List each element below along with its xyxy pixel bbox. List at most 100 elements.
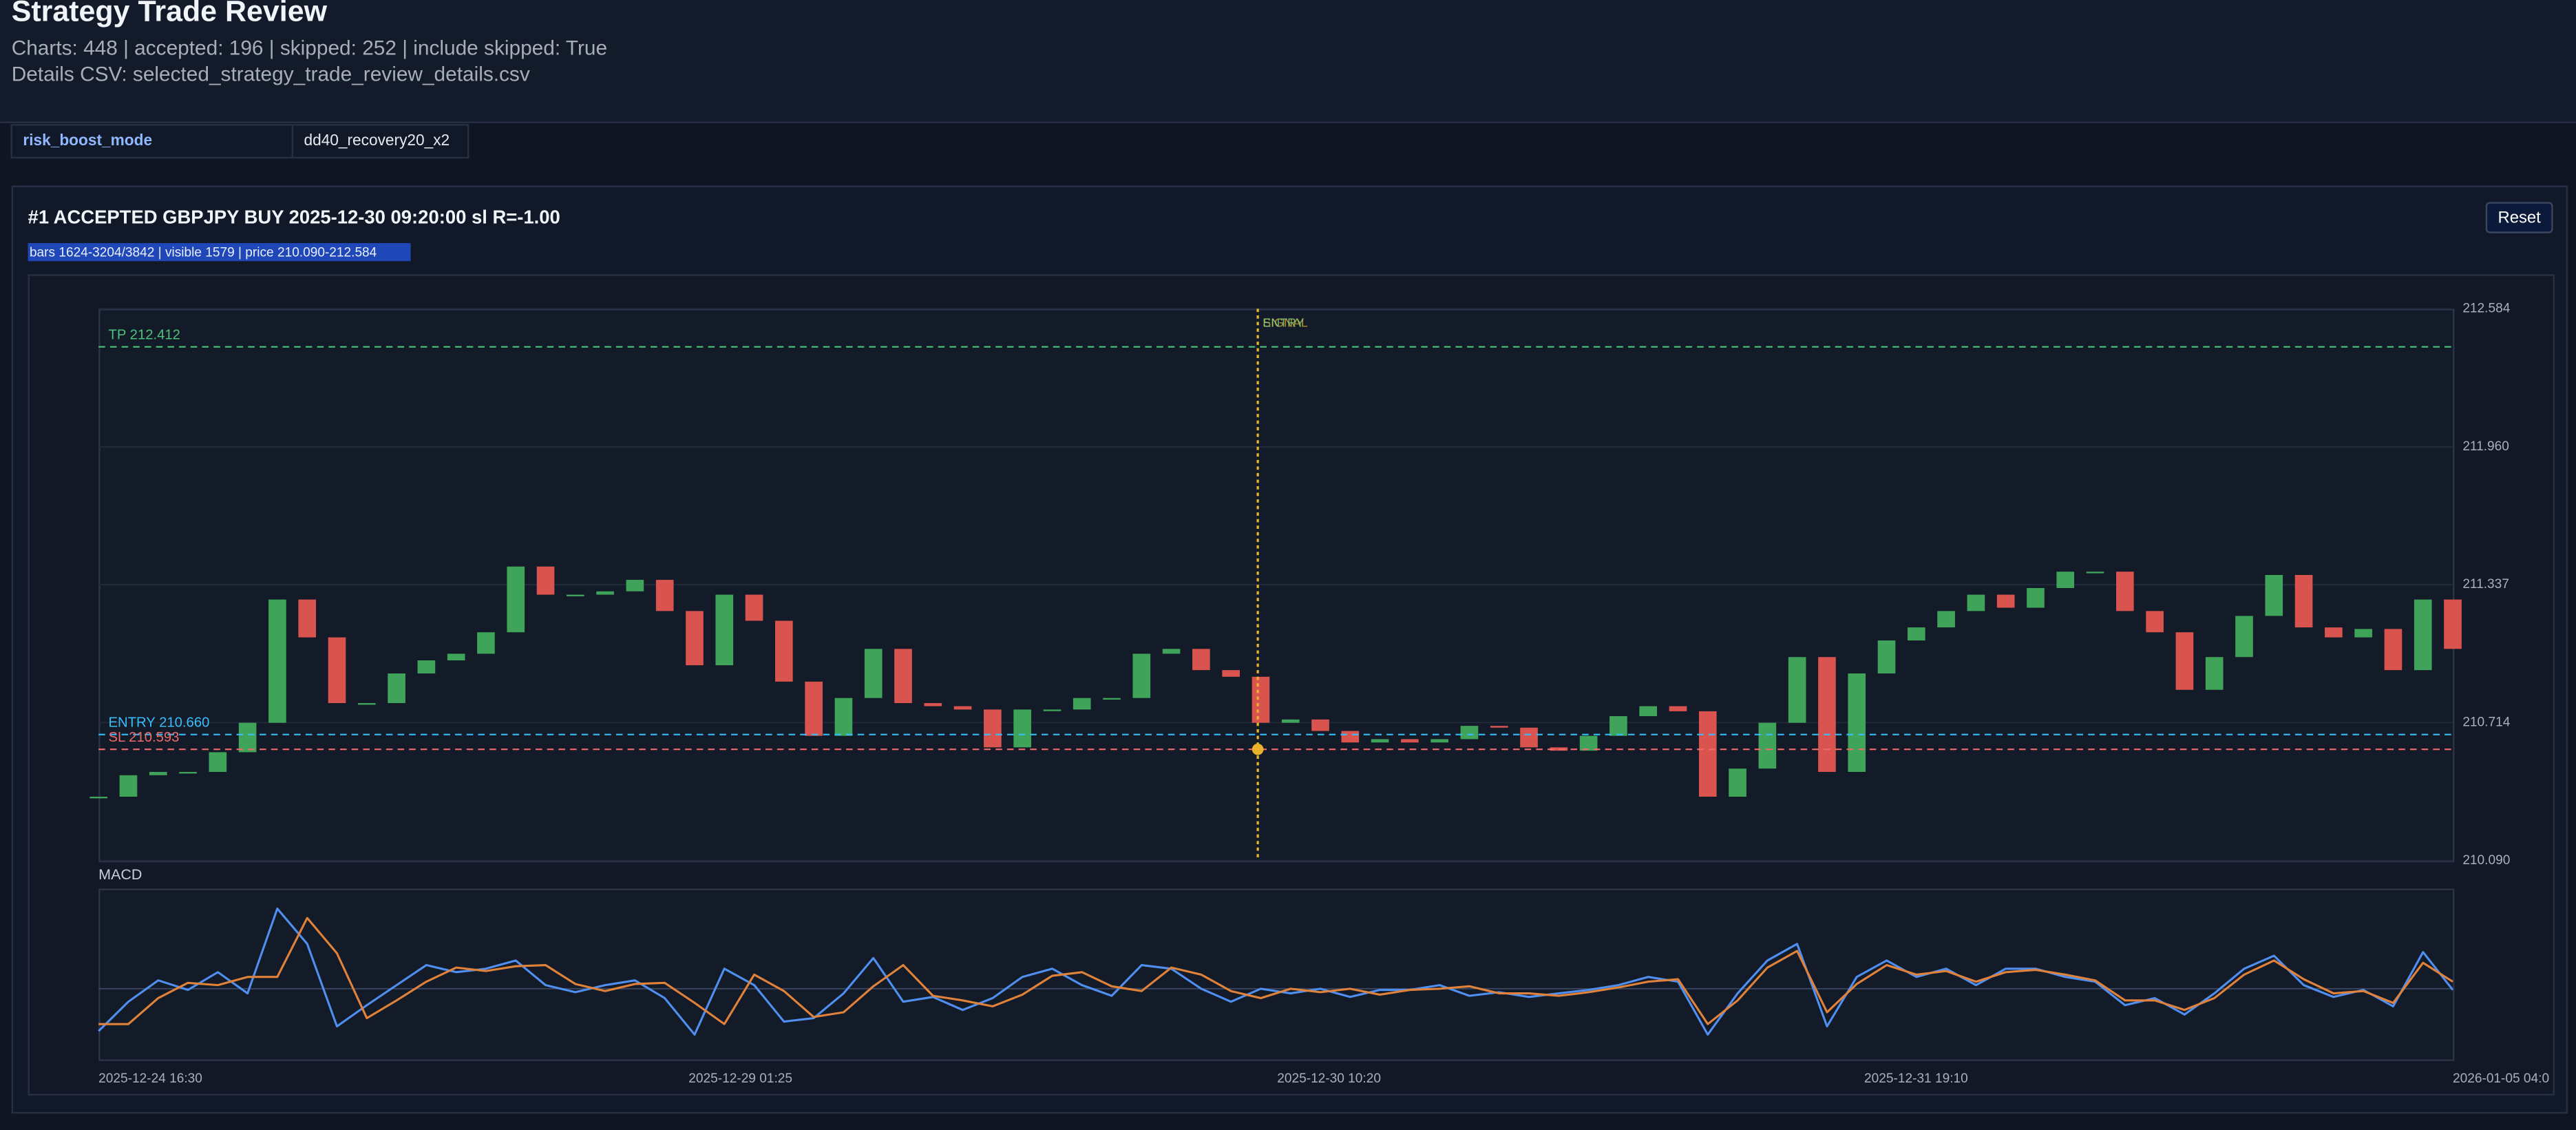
candle <box>686 611 704 666</box>
candle <box>834 698 853 736</box>
reset-button-label[interactable]: Reset <box>2498 209 2542 227</box>
info-line: bars 1624-3204/3842 | visible 1579 | pri… <box>30 245 377 260</box>
level-label: SL 210.593 <box>109 730 180 745</box>
price-plot <box>98 308 2455 863</box>
x-tick-label: 2025-12-31 19:10 <box>1864 1071 1968 1086</box>
candle <box>1609 715 1627 736</box>
candle <box>1103 698 1121 700</box>
candle <box>2325 627 2343 638</box>
candle <box>924 703 942 707</box>
candle <box>1401 739 1419 743</box>
candle <box>805 681 823 736</box>
candle <box>1788 657 1806 723</box>
candle <box>179 771 197 774</box>
chart-layer: 210.090 210.714 211.337 211.960 212.584 TP 21… <box>89 301 2549 1086</box>
candle <box>536 566 555 595</box>
candle <box>2027 587 2045 608</box>
candle <box>507 566 525 633</box>
y-tick-label: 210.714 <box>2462 715 2510 729</box>
x-tick-label: 2025-12-29 01:25 <box>688 1071 792 1086</box>
param-key: risk_boost_mode <box>23 131 152 149</box>
candle <box>1877 640 1896 673</box>
signal-marker-label: ENTRY <box>1263 316 1304 330</box>
candle <box>1222 670 1240 677</box>
candle <box>2444 599 2462 649</box>
candle <box>1132 653 1151 698</box>
candle <box>1698 711 1717 797</box>
candle <box>328 637 346 704</box>
candle <box>1907 627 1925 641</box>
candle <box>596 591 614 595</box>
candle <box>2294 574 2313 628</box>
reset-button-bg[interactable] <box>2485 202 2553 233</box>
candle <box>447 653 465 661</box>
candle <box>1252 676 1270 723</box>
candle <box>357 703 376 705</box>
candle <box>89 796 108 799</box>
y-tick-label: 211.337 <box>2462 577 2509 592</box>
candle <box>1073 698 1091 710</box>
macd-title: MACD <box>98 866 142 883</box>
candle <box>238 722 257 753</box>
candle <box>2235 616 2253 658</box>
candle <box>209 752 227 772</box>
candle <box>1192 649 1210 671</box>
macd-line <box>98 907 2454 1036</box>
y-tick-label: 211.960 <box>2462 439 2509 454</box>
signal-marker-label: SIGNAL <box>1263 316 1308 330</box>
candle <box>388 673 405 704</box>
candle <box>1758 722 1777 769</box>
candle <box>1281 719 1300 723</box>
candle <box>2146 611 2164 633</box>
candle <box>149 771 167 775</box>
candle <box>2056 572 2075 588</box>
candle <box>1550 747 1568 751</box>
header-bg <box>0 0 2576 122</box>
candle <box>2265 574 2283 616</box>
candle <box>298 599 317 638</box>
candle <box>864 649 883 698</box>
candle <box>745 594 763 621</box>
reset-button[interactable]: Reset <box>2485 202 2553 233</box>
candle <box>477 632 495 654</box>
candle <box>626 580 644 592</box>
candle <box>1162 649 1181 654</box>
candle <box>1490 726 1508 728</box>
candle <box>2175 632 2194 690</box>
macd-line <box>98 917 2453 1025</box>
info-highlight <box>28 243 411 262</box>
candle <box>2354 629 2372 638</box>
candle <box>1669 706 1687 711</box>
candle <box>1967 594 1985 611</box>
candle <box>1341 731 1360 743</box>
subtitle: Charts: 448 | accepted: 196 | skipped: 2… <box>12 36 607 59</box>
candle <box>1937 611 1955 628</box>
card-title: #1 ACCEPTED GBPJPY BUY 2025-12-30 09:20:… <box>28 206 560 227</box>
candle <box>1818 657 1836 772</box>
candle <box>1520 727 1538 748</box>
page-title: Strategy Trade Review <box>12 0 328 28</box>
candle <box>566 594 584 596</box>
y-tick-label: 210.090 <box>2462 853 2510 868</box>
details: Details CSV: selected_strategy_trade_rev… <box>12 63 530 86</box>
candle <box>417 660 436 673</box>
candle <box>2384 629 2403 671</box>
param-row <box>10 124 469 159</box>
exit-marker <box>1252 743 1264 755</box>
candle <box>1430 739 1449 743</box>
macd-plot <box>98 888 2455 1061</box>
candle <box>655 580 674 611</box>
x-tick-label: 2025-12-30 10:20 <box>1277 1071 1381 1086</box>
candle <box>2086 572 2104 574</box>
candle <box>1639 706 1658 716</box>
param-value: dd40_recovery20_x2 <box>304 131 450 149</box>
candle <box>775 620 793 682</box>
x-tick-label: 2025-12-24 16:30 <box>98 1071 202 1086</box>
candle <box>2116 572 2134 611</box>
candle <box>1043 709 1062 711</box>
candle <box>1013 709 1031 748</box>
candle <box>268 599 286 723</box>
level-label: TP 212.412 <box>109 327 180 342</box>
